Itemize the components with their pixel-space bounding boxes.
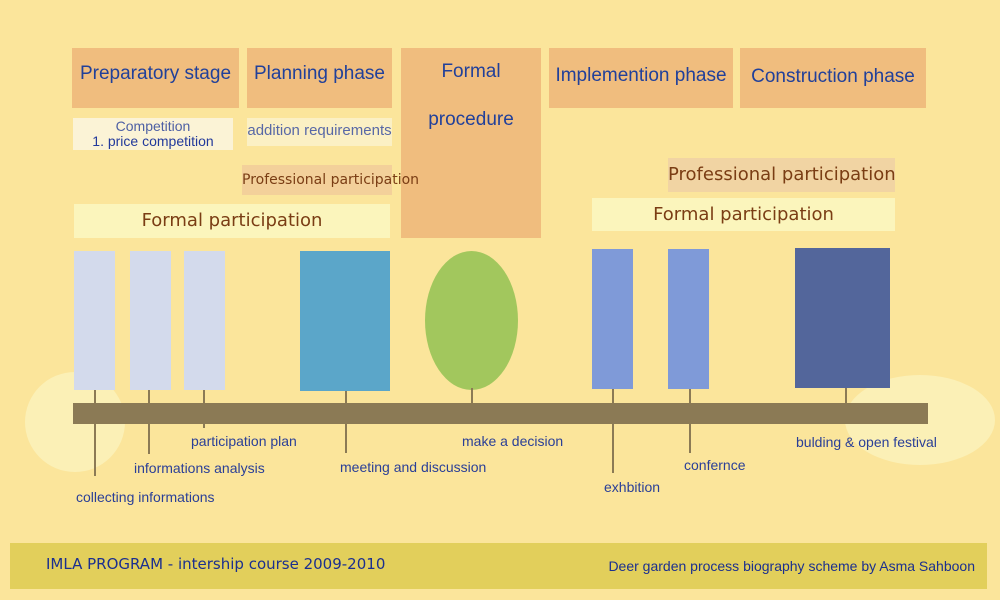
phase-planning: Planning phase xyxy=(247,48,392,108)
stem-meeting-and-discussion xyxy=(345,391,347,453)
professional-participation-label: Professional participation xyxy=(668,164,896,185)
phase-label: Implemention phase xyxy=(555,65,727,86)
event-label-informations-analysis: informations analysis xyxy=(134,460,265,476)
competition-title: Competition xyxy=(115,118,191,134)
professional-participation-right: Professional participation xyxy=(668,158,896,192)
professional-participation-label: Professional participation xyxy=(242,172,420,188)
event-label-make-a-decision: make a decision xyxy=(462,433,564,449)
block-participation-plan xyxy=(184,251,225,390)
professional-participation-left: Professional participation xyxy=(242,165,419,195)
phase-implemention: Implemention phase xyxy=(549,48,733,108)
formal-participation-label: Formal participation xyxy=(653,204,834,225)
event-label-meeting-and-discussion: meeting and discussion xyxy=(340,459,487,475)
competition-item: 1. price competition xyxy=(92,133,214,149)
block-exhbition xyxy=(592,249,633,389)
footer-bar: IMLA PROGRAM - intership course 2009-201… xyxy=(10,543,987,589)
formal-participation-right: Formal participation xyxy=(592,198,895,231)
event-label-exhbition: exhbition xyxy=(604,479,661,495)
formal-participation-label: Formal participation xyxy=(141,210,323,231)
phase-preparatory-stage: Preparatory stage xyxy=(72,48,239,108)
event-label-collecting-informations: collecting informations xyxy=(76,489,215,505)
stem-participation-plan xyxy=(203,390,205,428)
timeline-bar xyxy=(73,403,928,424)
footer-program-title: IMLA PROGRAM - intership course 2009-201… xyxy=(46,555,386,573)
block-meeting-and-discussion xyxy=(300,251,390,391)
footer-credit: Deer garden process biography scheme by … xyxy=(608,558,975,574)
stem-bulding-open-festival xyxy=(845,388,847,424)
addition-requirements-label: addition requirements xyxy=(247,122,392,139)
stem-make-a-decision xyxy=(471,388,473,424)
block-informations-analysis xyxy=(130,251,171,390)
phase-label: Preparatory stage xyxy=(79,63,232,84)
stem-confernce xyxy=(689,389,691,453)
phase-formal-procedure: Formal procedure xyxy=(401,48,541,238)
block-collecting-informations xyxy=(74,251,115,390)
stem-exhbition xyxy=(612,389,614,473)
block-confernce xyxy=(668,249,709,389)
competition-box: Competition 1. price competition xyxy=(73,118,233,150)
addition-requirements-box: addition requirements xyxy=(247,118,392,146)
block-bulding-open-festival xyxy=(795,248,890,388)
stem-informations-analysis xyxy=(148,390,150,454)
ellipse-make-a-decision xyxy=(425,251,518,390)
formal-participation-left: Formal participation xyxy=(74,204,390,238)
phase-label: Planning phase xyxy=(254,63,385,84)
stem-collecting-informations xyxy=(94,390,96,476)
event-label-confernce: confernce xyxy=(684,457,746,473)
phase-label: Construction phase xyxy=(751,66,915,87)
event-label-participation-plan: participation plan xyxy=(191,433,297,449)
event-label-bulding-open-festival: bulding & open festival xyxy=(796,434,937,450)
phase-construction: Construction phase xyxy=(740,48,926,108)
phase-label: Formal procedure xyxy=(428,61,514,130)
